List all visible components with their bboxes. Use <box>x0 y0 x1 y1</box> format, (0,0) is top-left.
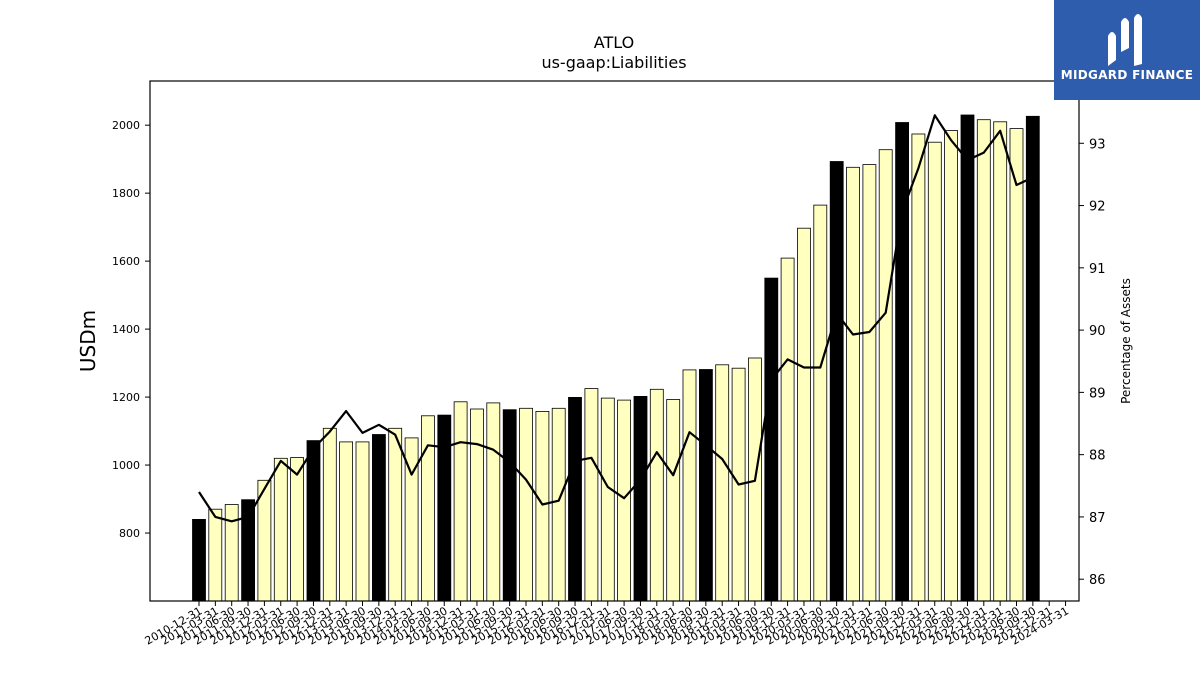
bar-2018-06-30 <box>682 369 697 602</box>
bar-2012-06-30 <box>290 457 305 602</box>
y2-tick-label: 88 <box>1089 449 1106 464</box>
bar-2013-09-30 <box>371 434 386 602</box>
bar-2016-09-30 <box>568 396 582 602</box>
bar-2012-09-30 <box>306 440 321 602</box>
y-tick-label: 800 <box>119 527 140 540</box>
bar-2022-06-30 <box>944 130 958 602</box>
y-axis-right: 86 87 88 89 90 91 92 93 <box>1079 137 1106 588</box>
bar-2020-12-31 <box>846 166 860 602</box>
bar-2013-12-31 <box>388 427 403 602</box>
bar-2022-03-31 <box>927 141 942 602</box>
bar-2014-06-30 <box>420 415 435 602</box>
bar-2023-06-30 <box>1009 128 1024 602</box>
bar-2023-03-31 <box>993 121 1008 602</box>
bar-2017-06-30 <box>617 399 631 602</box>
bar-2012-03-31 <box>273 457 288 602</box>
bar-2018-12-31 <box>715 364 730 602</box>
bar-2013-03-31 <box>339 441 354 602</box>
bar-2016-06-30 <box>551 407 566 602</box>
bar-2022-12-31 <box>976 119 991 602</box>
bar-2018-03-31 <box>666 399 681 602</box>
bar-2014-12-31 <box>453 401 468 602</box>
bar-2022-09-30 <box>960 114 975 602</box>
y2-tick-label: 90 <box>1089 324 1106 339</box>
y-tick-label: 1600 <box>112 255 140 268</box>
y2-tick-label: 93 <box>1089 137 1106 152</box>
bar-2020-09-30 <box>829 161 844 602</box>
bar-2019-09-30 <box>764 277 779 602</box>
bar-2014-09-30 <box>437 414 452 602</box>
bar-2015-03-31 <box>470 408 484 602</box>
bar-2011-03-31 <box>208 508 223 602</box>
bar-2015-09-30 <box>502 409 517 602</box>
bar-2016-03-31 <box>535 410 550 602</box>
bar-2013-06-30 <box>355 441 370 602</box>
chart-subtitle: us-gaap:Liabilities <box>541 53 686 72</box>
bar-2016-12-31 <box>584 388 599 602</box>
bar-2012-12-31 <box>322 427 337 602</box>
bar-2017-09-30 <box>633 395 648 602</box>
y-axis-left: 800 1000 1200 1400 1600 1800 2000 <box>112 119 150 540</box>
y2-tick-label: 87 <box>1089 511 1106 526</box>
bars <box>192 114 1040 602</box>
plot-frame <box>149 80 1080 602</box>
y-tick-label: 1800 <box>112 187 140 200</box>
bar-2017-03-31 <box>600 397 615 602</box>
bar-2017-12-31 <box>649 388 664 602</box>
chart-title: ATLO <box>594 33 634 52</box>
y2-tick-label: 92 <box>1089 200 1106 215</box>
bar-2023-09-30 <box>1025 115 1040 602</box>
y-tick-label: 1200 <box>112 391 140 404</box>
x-axis: 2010-12-312011-03-312011-06-302011-09-30… <box>143 601 1071 648</box>
bar-2020-06-30 <box>813 204 828 602</box>
y2-tick-label: 91 <box>1089 262 1106 277</box>
bar-2020-03-31 <box>797 227 811 602</box>
y-tick-label: 1000 <box>112 459 140 472</box>
bar-2021-09-30 <box>895 122 909 602</box>
bar-2021-06-30 <box>878 149 893 602</box>
bar-2018-09-30 <box>699 369 713 602</box>
logo-mark-icon <box>1108 14 1142 66</box>
bar-2021-03-31 <box>862 164 877 602</box>
y-tick-label: 2000 <box>112 119 140 132</box>
bar-2019-12-31 <box>780 257 795 602</box>
y2-tick-label: 86 <box>1089 573 1106 588</box>
percentage-of-assets-line <box>198 114 1034 523</box>
bar-2010-12-31 <box>192 519 206 602</box>
bar-2015-12-31 <box>519 407 533 602</box>
logo-text: MIDGARD FINANCE <box>1060 68 1194 82</box>
midgard-finance-logo: MIDGARD FINANCE <box>1054 0 1200 100</box>
y2-axis-label: Percentage of Assets <box>1119 278 1133 404</box>
bar-2015-06-30 <box>486 402 501 602</box>
y-tick-label: 1400 <box>112 323 140 336</box>
y-axis-label: USDm <box>76 310 100 372</box>
y2-tick-label: 89 <box>1089 386 1106 401</box>
bar-2021-12-31 <box>911 133 926 602</box>
